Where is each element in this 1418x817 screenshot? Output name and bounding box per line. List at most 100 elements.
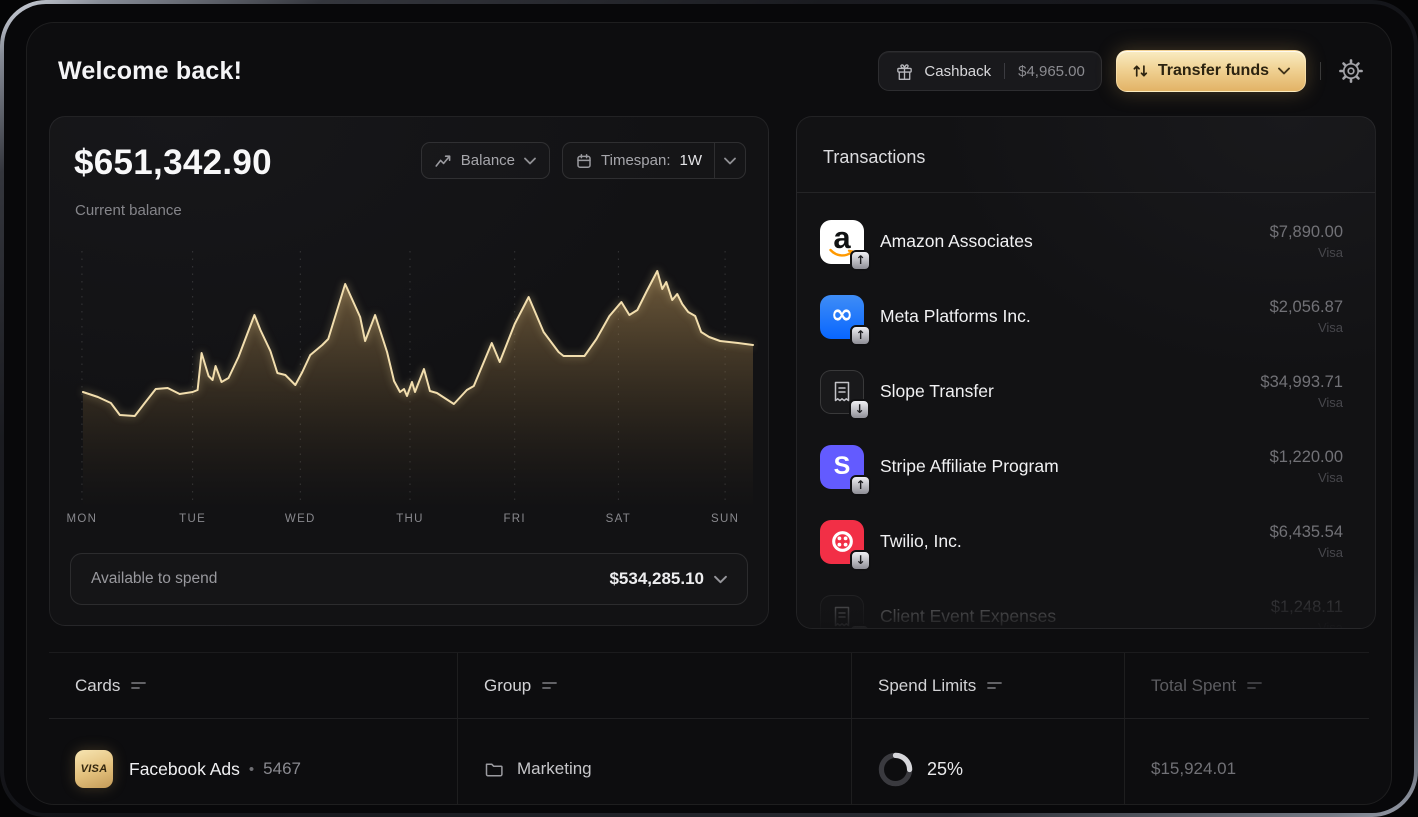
transfer-funds-label: Transfer funds	[1157, 62, 1269, 79]
transaction-icon-slot: ↓	[820, 519, 871, 571]
transactions-title: Transactions	[823, 147, 926, 167]
stripe-logo-icon: S ↑	[820, 444, 871, 496]
transaction-row[interactable]: ↓ Slope Transfer $34,993.71 Visa	[797, 354, 1375, 429]
divider	[1004, 63, 1006, 79]
sort-icon	[131, 682, 147, 689]
timespan-value: 1W	[679, 152, 703, 169]
card-table-row[interactable]: VISA Facebook Ads • 5467 Marketing	[49, 719, 1369, 804]
arrows-up-down-icon	[1133, 65, 1147, 77]
balance-panel: $651,342.90 Current balance Balance	[49, 116, 769, 626]
current-balance-caption: Current balance	[75, 202, 182, 219]
transfer-funds-button[interactable]: Transfer funds	[1115, 50, 1306, 92]
column-label: Cards	[75, 675, 121, 695]
transaction-amount-block: $34,993.71 Visa	[1260, 373, 1343, 410]
transaction-method: Visa	[1317, 470, 1343, 485]
transaction-amount: $1,248.11	[1270, 598, 1343, 616]
group-cell: Marketing	[458, 719, 852, 804]
column-label: Spend Limits	[878, 675, 977, 695]
gift-icon	[897, 63, 913, 80]
transaction-name: Twilio, Inc.	[880, 531, 962, 551]
receipt-glyph	[834, 606, 850, 626]
transaction-method: Visa	[1317, 545, 1343, 560]
total-spent-value: $15,924.01	[1151, 759, 1237, 778]
balance-chart	[60, 249, 758, 509]
x-axis-labels: MON TUE WED THU FRI SAT SUN	[60, 513, 758, 529]
transaction-amount-block: $7,890.00 Visa	[1270, 223, 1343, 260]
transaction-row[interactable]: a ↑ Amazon Associates $7,890.00 Visa	[797, 204, 1375, 279]
chart-area-fill	[82, 271, 754, 509]
timespan-select[interactable]: Timespan: 1W	[562, 142, 746, 179]
transaction-row[interactable]: ∞ ↑ Meta Platforms Inc. $2,056.87 Visa	[797, 279, 1375, 354]
transaction-method: Visa	[1317, 395, 1343, 410]
column-header-total-spent[interactable]: Total Spent	[1125, 653, 1369, 718]
spend-limit-cell: 25%	[852, 719, 1125, 804]
transaction-row[interactable]: S ↑ Stripe Affiliate Program $1,220.00 Vi…	[797, 429, 1375, 504]
arrow-up-badge-icon: ↑	[850, 249, 871, 271]
visa-brand-label: VISA	[80, 763, 108, 775]
stripe-s-glyph: S	[833, 452, 851, 480]
receipt-glyph	[834, 381, 850, 401]
chart-controls: Balance Timespan: 1W	[420, 142, 746, 179]
column-header-group[interactable]: Group	[458, 653, 852, 718]
x-axis-label: MON	[66, 513, 98, 525]
transaction-name: Amazon Associates	[880, 231, 1033, 251]
transaction-icon-slot: S ↑	[820, 444, 871, 496]
available-to-spend-bar[interactable]: Available to spend $534,285.10	[70, 553, 748, 605]
meta-infinity-glyph: ∞	[830, 299, 854, 330]
trend-line-icon	[435, 154, 451, 167]
transaction-name: Stripe Affiliate Program	[880, 456, 1059, 476]
transaction-name: Slope Transfer	[880, 381, 994, 401]
receipt-icon: ↓	[820, 594, 870, 628]
transaction-name: Client Event Expenses	[880, 606, 1057, 626]
transaction-amount: $6,435.54	[1269, 523, 1343, 541]
x-axis-label: FRI	[503, 513, 526, 525]
arrow-down-badge-icon: ↓	[849, 398, 870, 420]
app-header: Welcome back! Cashback $4,965.00	[58, 49, 1367, 93]
sort-icon	[1247, 682, 1262, 689]
page-title: Welcome back!	[58, 56, 243, 85]
transaction-row[interactable]: ↓ Twilio, Inc. $6,435.54 Visa	[797, 504, 1375, 579]
card-last4: 5467	[263, 759, 301, 778]
arrow-down-badge-icon: ↓	[850, 549, 871, 571]
transaction-method: Visa	[1317, 620, 1343, 628]
transaction-method: Visa	[1317, 320, 1343, 335]
x-axis-label: SUN	[711, 513, 740, 525]
twilio-glyph	[831, 531, 853, 552]
column-header-cards[interactable]: Cards	[49, 653, 458, 718]
chevron-down-icon	[724, 157, 736, 164]
x-axis-label: THU	[396, 513, 424, 525]
card-name: Facebook Ads	[129, 758, 240, 779]
transaction-icon-slot: a ↑	[820, 219, 871, 271]
divider	[1320, 62, 1321, 80]
column-header-spend-limits[interactable]: Spend Limits	[852, 653, 1125, 718]
amazon-letter: a	[833, 220, 851, 255]
transaction-method: Visa	[1317, 245, 1343, 260]
spend-limit-value: 25%	[927, 758, 964, 779]
twilio-logo-icon: ↓	[820, 519, 871, 571]
transaction-amount: $7,890.00	[1269, 223, 1343, 241]
gear-icon	[1339, 59, 1363, 83]
timespan-dropdown-toggle[interactable]	[714, 143, 745, 178]
chevron-down-icon	[524, 157, 536, 164]
app-screen: Welcome back! Cashback $4,965.00	[26, 22, 1392, 805]
transaction-amount-block: $2,056.87 Visa	[1270, 298, 1343, 335]
bullet-separator: •	[248, 760, 255, 778]
total-spent-cell: $15,924.01	[1125, 719, 1369, 804]
transactions-list: a ↑ Amazon Associates $7,890.00 Visa ∞ ↑ M…	[797, 193, 1375, 628]
visa-card-icon: VISA	[75, 750, 113, 788]
cashback-button[interactable]: Cashback $4,965.00	[878, 51, 1102, 91]
settings-button[interactable]	[1335, 55, 1367, 87]
transaction-amount-block: $1,220.00 Visa	[1270, 448, 1343, 485]
sort-icon	[987, 682, 1003, 689]
transaction-amount-block: $6,435.54 Visa	[1270, 523, 1343, 560]
cards-table: Cards Group Spend Limits Total Spent	[49, 652, 1369, 804]
transaction-row[interactable]: ↓ Client Event Expenses $1,248.11 Visa	[797, 579, 1375, 628]
transaction-icon-slot: ↓	[820, 369, 870, 420]
chevron-down-icon	[714, 575, 727, 583]
transactions-panel: Transactions a ↑ Amazon Associates $7,890…	[796, 116, 1376, 629]
timespan-label: Timespan:	[601, 152, 671, 169]
x-axis-label: SAT	[605, 513, 632, 525]
arrow-up-badge-icon: ↑	[850, 324, 871, 346]
metric-select[interactable]: Balance	[420, 142, 551, 179]
